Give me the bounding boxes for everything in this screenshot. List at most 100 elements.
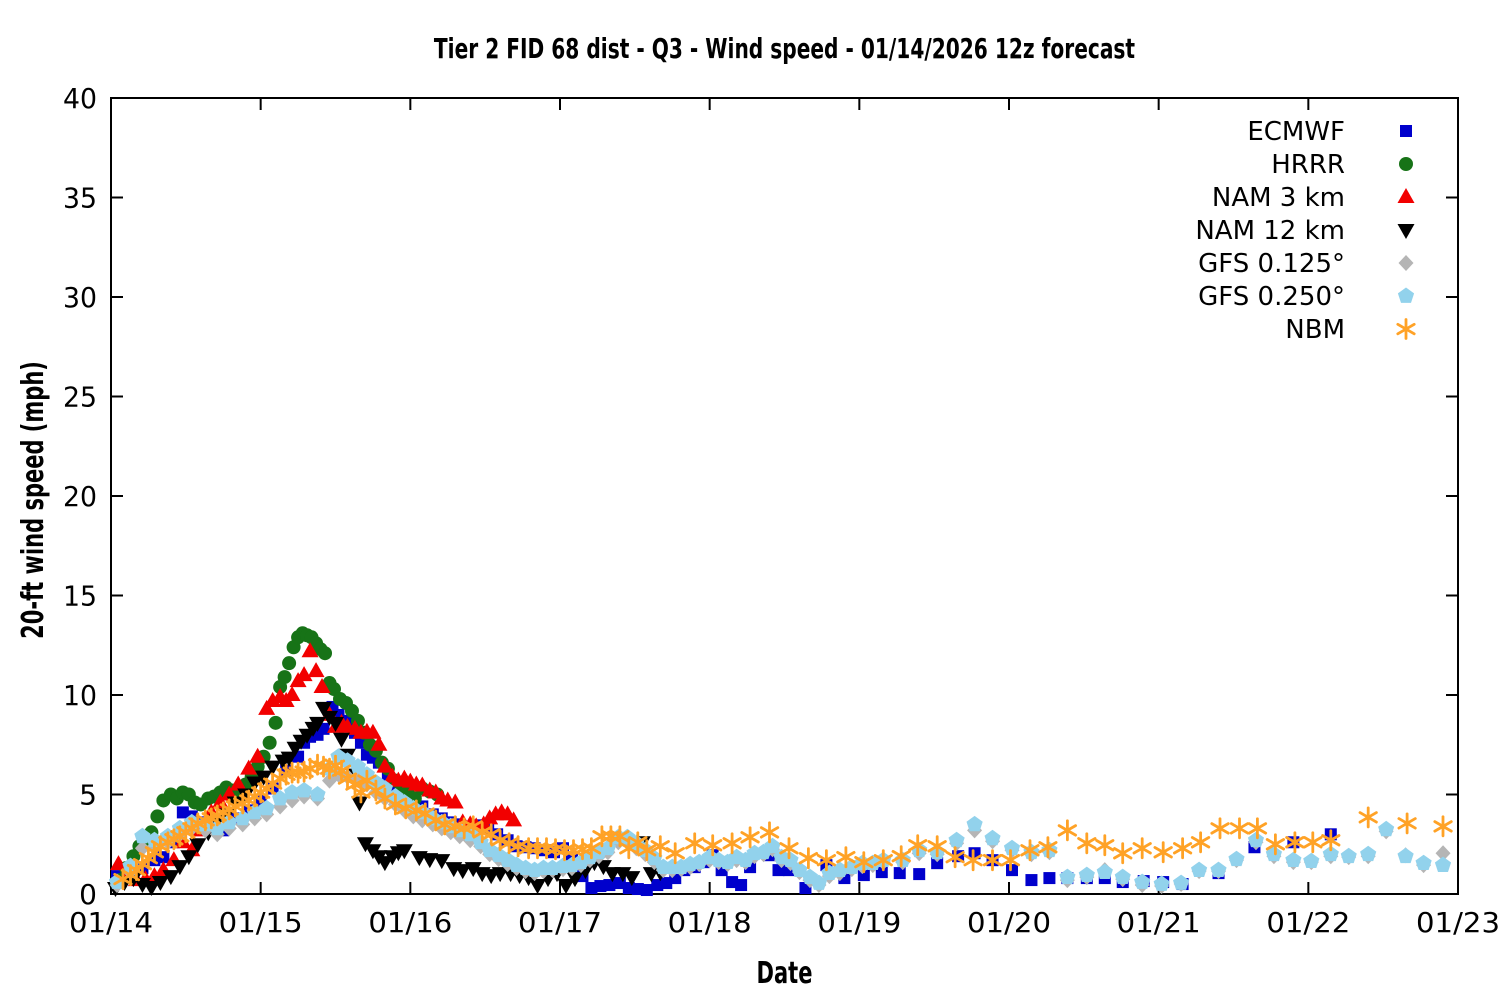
marker-asterisk [836,846,856,869]
marker-triangle-down [376,856,394,872]
marker-asterisk [1397,812,1417,835]
marker-diamond [1435,845,1451,862]
marker-triangle-down [189,838,207,854]
x-tick-label: 01/16 [368,906,452,939]
y-tick-label: 25 [63,381,97,414]
y-tick-label: 0 [79,878,97,911]
marker-pentagon [1228,850,1245,867]
marker-triangle-up [109,855,127,871]
marker-asterisk [1303,831,1323,854]
y-tick-label: 35 [63,182,97,215]
legend-item-ecmwf: ECMWF [1247,117,1412,147]
marker-asterisk [435,813,455,836]
marker-square [1025,874,1038,887]
marker-triangle-up [249,747,267,763]
marker-triangle-down [315,701,333,717]
marker-diamond [134,840,150,857]
marker-square [893,867,906,880]
series-nbm [113,753,1453,890]
x-tick-label: 01/17 [518,906,602,939]
marker-asterisk [945,846,965,869]
marker-pentagon [1114,868,1131,884]
marker-pentagon [1397,287,1415,303]
marker-asterisk [908,834,928,857]
x-axis-title: Date [756,956,813,991]
marker-triangle-down [264,760,282,776]
marker-circle [268,715,283,730]
marker-pentagon [1191,861,1208,877]
x-tick-label: 01/23 [1416,906,1500,939]
marker-asterisk [891,845,911,868]
marker-triangle-down [151,876,169,892]
marker-pentagon [791,861,808,877]
marker-triangle-up [1397,188,1415,203]
marker-asterisk [816,849,836,872]
marker-asterisk [963,849,983,872]
marker-asterisk [1153,841,1173,864]
marker-asterisk [508,835,528,858]
marker-pentagon [1003,839,1021,856]
marker-pentagon [134,827,151,844]
marker-triangle-down [1397,224,1415,239]
marker-square [1005,864,1018,877]
marker-asterisk [1173,837,1193,860]
marker-triangle-up [301,642,319,658]
x-tick-label: 01/15 [219,906,303,939]
marker-triangle-down [327,716,344,732]
marker-asterisk [1396,318,1416,340]
marker-triangle-up [258,699,276,715]
legend-item-nam-3-km: NAM 3 km [1212,183,1415,213]
marker-square [931,857,944,870]
marker-circle [277,670,292,685]
marker-triangle-down [395,844,413,860]
marker-pentagon [1322,845,1339,862]
x-axis: 01/14 01/15 01/16 01/17 01/18 01/19 01/20 01/21… [69,98,1500,939]
marker-pentagon [1096,863,1113,879]
marker-triangle-down [350,796,368,812]
marker-triangle-up [307,662,325,678]
marker-circle [1399,157,1413,171]
legend-label: HRRR [1271,150,1345,180]
marker-pentagon [309,786,326,802]
marker-asterisk [1433,815,1453,838]
marker-asterisk [490,829,510,852]
marker-triangle-down [566,872,584,888]
marker-pentagon [1078,866,1095,882]
marker-asterisk [628,831,648,854]
marker-triangle-up [313,678,331,694]
marker-triangle-down [171,860,189,876]
marker-pentagon [1134,873,1151,889]
marker-square [640,884,653,897]
legend-label: ECMWF [1247,117,1345,147]
marker-pentagon [221,813,238,830]
legend-item-hrrr: HRRR [1271,150,1413,180]
marker-asterisk [1247,817,1268,840]
marker-pentagon [764,837,781,854]
marker-triangle-up [229,775,247,791]
marker-pentagon [1415,854,1432,870]
marker-square [1400,125,1412,137]
marker-asterisk [703,834,723,857]
marker-circle [150,809,165,824]
marker-pentagon [1247,831,1264,848]
marker-asterisk [722,832,742,855]
marker-square [913,868,926,881]
legend-label: NAM 3 km [1212,183,1345,213]
marker-asterisk [779,837,799,860]
marker-pentagon [146,831,163,848]
y-tick-label: 15 [63,580,97,613]
marker-pentagon [966,815,983,832]
marker-triangle-down [623,871,641,887]
y-tick-label: 5 [79,779,97,812]
legend-label: NBM [1285,315,1345,345]
marker-asterisk [1038,836,1058,859]
marker-triangle-down [433,854,451,870]
marker-square [1043,872,1056,885]
marker-triangle-up [505,811,523,827]
marker-pentagon [1434,856,1452,872]
marker-triangle-up [264,691,282,707]
marker-asterisk [1000,849,1021,872]
marker-asterisk [665,842,685,865]
marker-asterisk [1095,834,1115,857]
